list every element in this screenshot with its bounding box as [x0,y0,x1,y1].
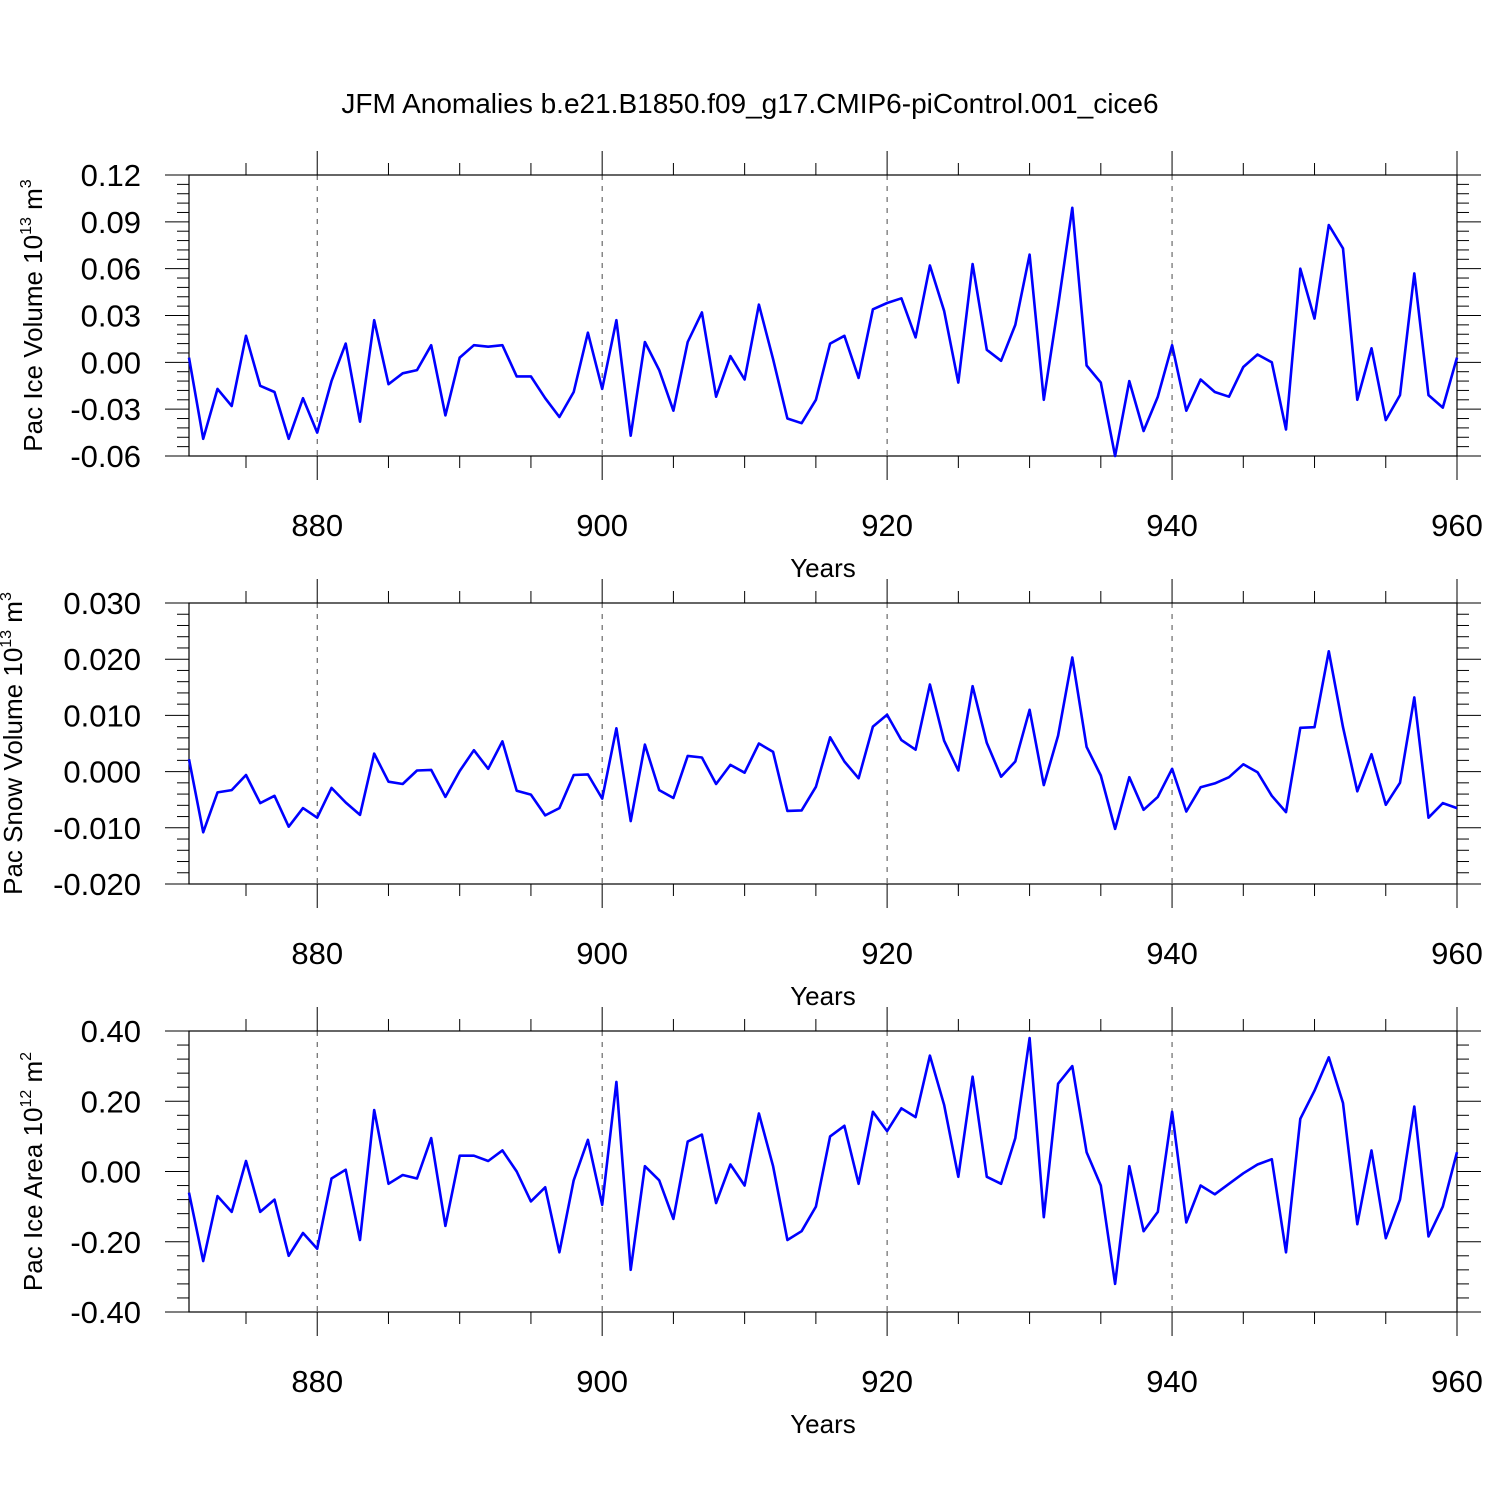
y-tick-label: -0.40 [70,1295,141,1330]
figure-title: JFM Anomalies b.e21.B1850.f09_g17.CMIP6-… [341,88,1158,119]
y-tick-label: 0.030 [63,586,141,621]
x-tick-label: 920 [861,508,913,543]
y-tick-label: 0.06 [81,252,141,287]
y-tick-label: 0.12 [81,158,141,193]
x-tick-label: 900 [576,936,628,971]
y-tick-label: 0.020 [63,642,141,677]
x-tick-label: 880 [291,1364,343,1399]
x-tick-label: 880 [291,936,343,971]
x-tick-label: 920 [861,1364,913,1399]
y-tick-label: -0.03 [70,392,141,427]
y-axis-title: Pac Snow Volume 1013 m3 [0,592,28,895]
y-tick-label: 0.40 [81,1014,141,1049]
x-tick-label: 940 [1146,508,1198,543]
x-axis-title: Years [790,553,856,583]
y-tick-label: 0.20 [81,1084,141,1119]
y-tick-label: 0.03 [81,299,141,334]
y-tick-label: 0.00 [81,1155,141,1190]
y-tick-label: 0.00 [81,345,141,380]
x-axis-title: Years [790,981,856,1011]
y-axis-title: Pac Ice Volume 1013 m3 [18,179,48,452]
y-tick-label: 0.000 [63,755,141,790]
x-tick-label: 900 [576,1364,628,1399]
panels: -0.06 -0.03 0.00 0.03 0.06 0.09 0.12 880 900 920 9… [0,151,1483,1439]
y-tick-label: -0.020 [53,867,141,902]
x-tick-label: 880 [291,508,343,543]
series-line [187,206,1459,458]
x-tick-label: 920 [861,936,913,971]
y-axis-title: Pac Ice Area 1012 m2 [18,1052,48,1291]
plot-frame [188,174,1458,457]
x-tick-label: 960 [1431,936,1483,971]
plot-frame [188,602,1458,885]
y-tick-label: -0.06 [70,439,141,474]
y-tick-label: -0.010 [53,811,141,846]
x-tick-label: 940 [1146,936,1198,971]
x-tick-label: 900 [576,508,628,543]
chart-panel-2: -0.020 -0.010 0.000 0.010 0.020 0.030 880 900 92… [0,579,1483,1011]
x-tick-label: 960 [1431,1364,1483,1399]
x-axis-title: Years [790,1409,856,1439]
y-tick-label: 0.010 [63,698,141,733]
x-tick-label: 940 [1146,1364,1198,1399]
series-line [187,649,1458,834]
y-tick-label: 0.09 [81,205,141,240]
x-tick-label: 960 [1431,508,1483,543]
series-line [187,1036,1459,1286]
chart-panel-1: -0.06 -0.03 0.00 0.03 0.06 0.09 0.12 880 900 920 9… [18,151,1483,583]
y-tick-label: -0.20 [70,1225,141,1260]
chart-panel-3: -0.40 -0.20 0.00 0.20 0.40 880 900 920 940 960 Yea… [18,1007,1483,1439]
